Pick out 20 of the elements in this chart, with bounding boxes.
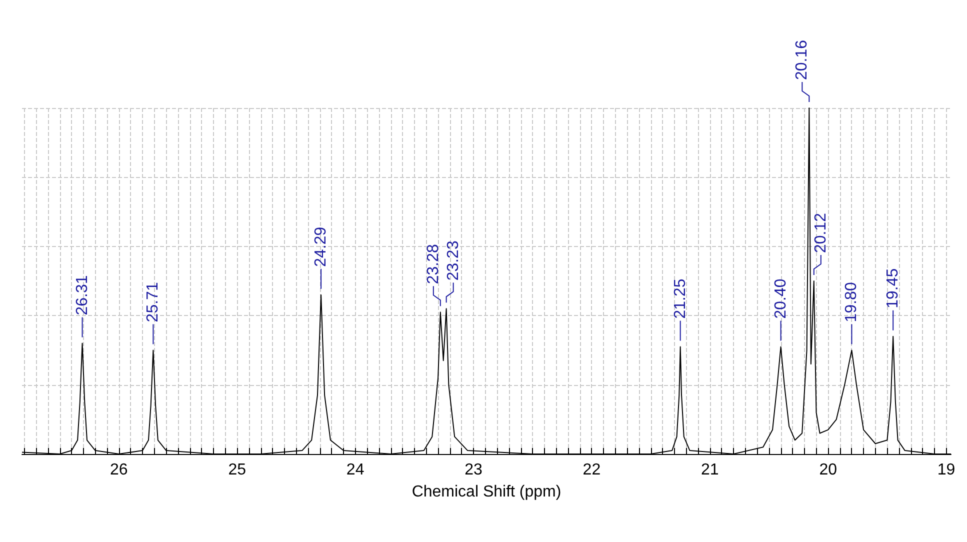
annotation: 19.45 xyxy=(884,268,902,308)
annotation: 24.29 xyxy=(312,226,330,267)
x-tick-label: 21 xyxy=(700,462,719,478)
annotation: 23.23 xyxy=(444,240,462,281)
annotation: 23.28 xyxy=(424,244,442,284)
x-tick-label: 25 xyxy=(228,462,246,478)
x-tick-label: 24 xyxy=(346,462,364,478)
x-tick-label: 26 xyxy=(110,462,128,478)
annotation: 20.40 xyxy=(772,278,790,319)
x-tick-label: 20 xyxy=(819,462,838,478)
x-tick-label: 22 xyxy=(582,462,601,478)
annotation: 20.12 xyxy=(812,212,830,253)
annotation: 20.16 xyxy=(794,40,811,80)
x-axis-title: Chemical Shift (ppm) xyxy=(412,484,562,500)
annotation: 19.80 xyxy=(843,282,860,322)
annotation: 26.31 xyxy=(74,275,91,316)
annotation: 25.71 xyxy=(144,282,162,322)
x-tick-label: 19 xyxy=(937,462,956,478)
annotation: 21.25 xyxy=(672,278,689,319)
x-tick-label: 23 xyxy=(464,462,482,478)
